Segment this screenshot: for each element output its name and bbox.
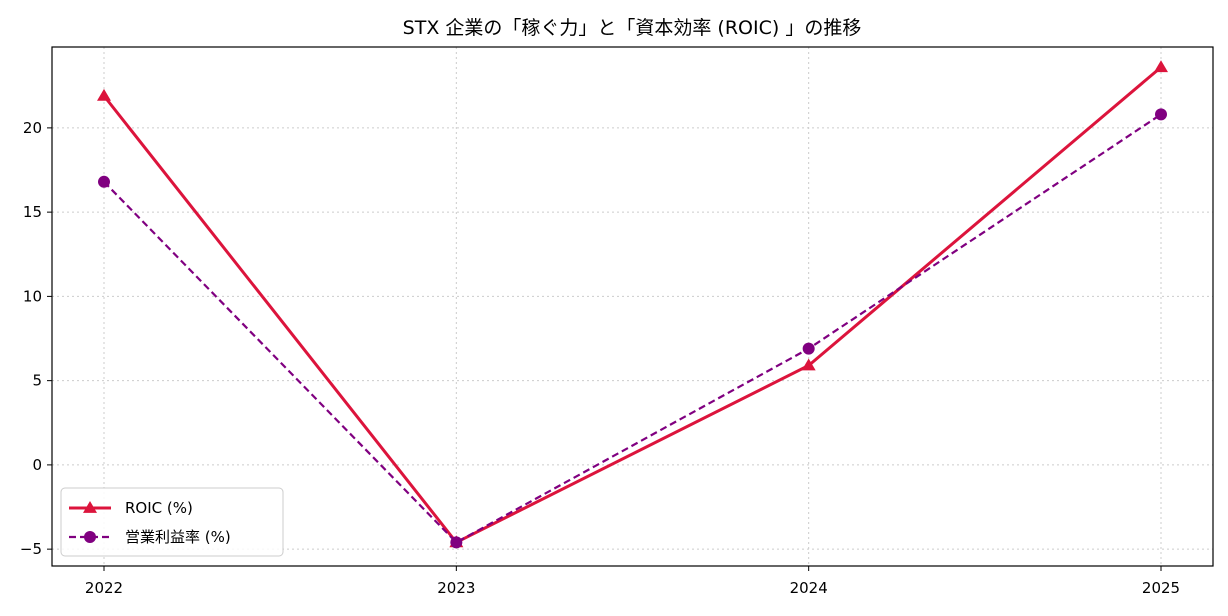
x-tick-label: 2024 bbox=[790, 579, 828, 597]
x-tick-label: 2025 bbox=[1142, 579, 1180, 597]
legend-label-1: 営業利益率 (%) bbox=[125, 528, 231, 546]
data-point-1 bbox=[802, 342, 815, 355]
y-tick-label: 15 bbox=[23, 203, 42, 221]
series-line-1 bbox=[103, 113, 1162, 544]
chart-title: STX 企業の「稼ぐ力」と「資本効率 (ROIC) 」の推移 bbox=[403, 17, 862, 39]
y-tick-label: 0 bbox=[32, 456, 42, 474]
data-point-0 bbox=[97, 88, 111, 101]
x-tick-label: 2023 bbox=[437, 579, 475, 597]
data-point-0 bbox=[801, 358, 816, 371]
axes: 2022 2023 2024 2025 −5 0 5 10 15 20 bbox=[20, 119, 1180, 597]
data-point-1 bbox=[1155, 108, 1167, 121]
y-tick-label: −5 bbox=[20, 540, 42, 558]
legend-marker-1 bbox=[84, 531, 96, 543]
x-tick-label: 2022 bbox=[85, 579, 123, 597]
grid-lines bbox=[52, 47, 1213, 566]
series-line-0 bbox=[102, 66, 1162, 545]
plot-area-frame bbox=[51, 46, 1214, 567]
data-point-0 bbox=[1154, 60, 1168, 73]
legend-marker-0 bbox=[83, 501, 97, 513]
y-tick-label: 5 bbox=[32, 372, 42, 390]
y-tick-label: 10 bbox=[23, 287, 42, 305]
series-layer bbox=[97, 60, 1168, 549]
legend-box bbox=[60, 487, 284, 557]
legend-label-0: ROIC (%) bbox=[125, 499, 193, 517]
data-point-1 bbox=[450, 536, 463, 549]
y-tick-label: 20 bbox=[23, 119, 42, 137]
legend: ROIC (%) 営業利益率 (%) bbox=[60, 487, 284, 557]
data-point-1 bbox=[98, 175, 110, 188]
